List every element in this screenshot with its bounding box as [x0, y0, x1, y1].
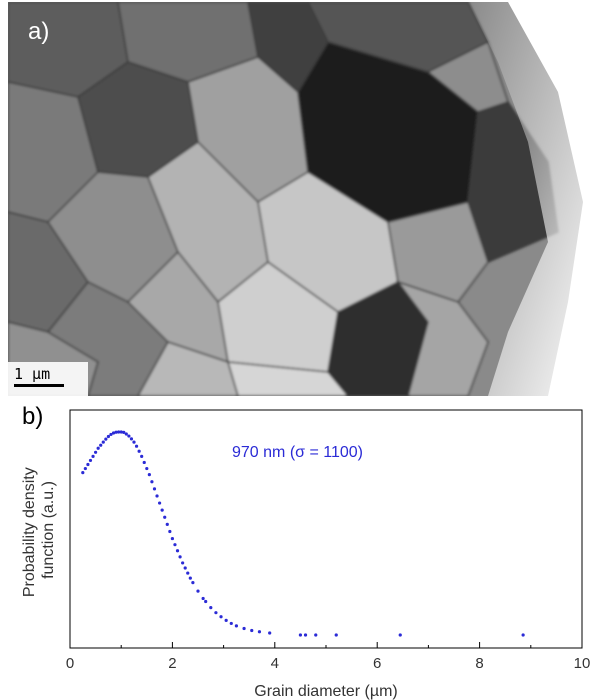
data-point [107, 435, 110, 438]
data-point [299, 633, 302, 636]
scale-bar [14, 384, 64, 387]
data-point [219, 615, 222, 618]
data-point [143, 461, 146, 464]
data-point [225, 619, 228, 622]
data-point [158, 501, 161, 504]
data-point [202, 597, 205, 600]
data-point [163, 516, 166, 519]
data-point [155, 494, 158, 497]
data-point [178, 555, 181, 558]
x-tick-label: 6 [373, 655, 381, 672]
data-point [104, 438, 107, 441]
y-axis-label-line2: function (a.u.) [40, 481, 57, 579]
data-point [153, 487, 156, 490]
data-point [214, 611, 217, 614]
x-tick-label: 4 [271, 655, 279, 672]
data-point [230, 622, 233, 625]
data-point [84, 467, 87, 470]
data-point [196, 590, 199, 593]
data-point [235, 624, 238, 627]
x-tick-label: 10 [574, 655, 591, 672]
data-point [91, 455, 94, 458]
data-point [125, 432, 128, 435]
data-point [130, 437, 133, 440]
scale-bar-label: 1 µm [14, 365, 50, 383]
data-point [258, 630, 261, 633]
x-axis-label: Grain diameter (µm) [254, 683, 397, 700]
data-point [138, 450, 141, 453]
x-tick-label: 8 [475, 655, 483, 672]
y-axis-label-line1: Probability density [21, 467, 38, 597]
data-point [81, 471, 84, 474]
data-point [166, 523, 169, 526]
data-point [314, 633, 317, 636]
data-point [242, 627, 245, 630]
data-point [89, 459, 92, 462]
curve-annotation: 970 nm (σ = 1100) [232, 444, 363, 461]
panel-a-label: a) [28, 18, 49, 46]
data-point [186, 571, 189, 574]
data-point [173, 543, 176, 546]
x-tick-label: 0 [66, 655, 74, 672]
data-point [150, 480, 153, 483]
data-point [304, 633, 307, 636]
data-point [399, 633, 402, 636]
x-axis-ticks: 0 2 4 6 8 10 [66, 642, 591, 672]
data-point [145, 467, 148, 470]
tem-micrograph [8, 2, 597, 396]
data-point [335, 633, 338, 636]
data-point [171, 537, 174, 540]
data-point [135, 445, 138, 448]
micrograph-image [8, 2, 597, 396]
data-point [148, 473, 151, 476]
data-point [191, 581, 194, 584]
x-tick-label: 2 [168, 655, 176, 672]
data-point [168, 530, 171, 533]
data-point [127, 434, 130, 437]
data-point [209, 606, 212, 609]
data-point [268, 631, 271, 634]
data-point [161, 509, 164, 512]
data-point [176, 549, 179, 552]
data-point [94, 451, 97, 454]
data-series [81, 430, 525, 636]
data-point [204, 600, 207, 603]
data-point [86, 463, 89, 466]
data-point [102, 441, 105, 444]
data-point [184, 566, 187, 569]
data-point [99, 444, 102, 447]
data-point [250, 629, 253, 632]
data-point [132, 441, 135, 444]
data-point [97, 447, 100, 450]
data-point [522, 633, 525, 636]
pdf-chart: 0 2 4 6 8 10 970 nm (σ = 1100) Grain diameter… [0, 400, 597, 700]
data-point [189, 577, 192, 580]
data-point [181, 561, 184, 564]
y-axis-label: Probability density function (a.u.) [21, 463, 57, 597]
data-point [140, 455, 143, 458]
